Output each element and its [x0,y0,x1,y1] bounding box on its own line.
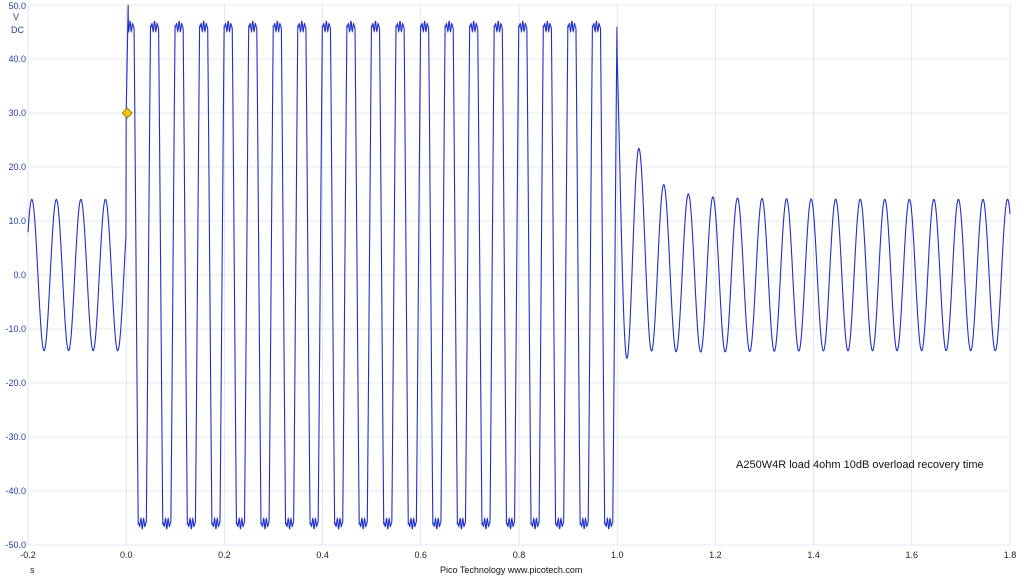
x-tick-label: 0.8 [513,550,526,560]
y-tick-label: -20.0 [5,378,26,388]
x-tick-label: -0.2 [20,550,36,560]
y-tick-label: 10.0 [8,216,26,226]
y-tick-label: 40.0 [8,54,26,64]
y-tick-label: 30.0 [8,108,26,118]
grid-lines [27,4,1011,546]
y-tick-label: -50.0 [5,540,26,550]
y-tick-labels: 50.0 40.0 30.0 20.0 10.0 0.0 -10.0 -20.0 -30.0 -4… [5,1,26,550]
y-unit-label: V [13,12,19,22]
x-tick-label: 0.0 [120,550,133,560]
x-tick-label: 0.6 [415,550,428,560]
x-tick-labels: -0.2 0.0 0.2 0.4 0.6 0.8 1.0 1.2 1.4 1.6 1.8 [20,550,1016,560]
y-coupling-label: DC [11,25,24,35]
trigger-marker[interactable] [121,107,133,119]
y-tick-label: 0.0 [13,270,26,280]
y-tick-label: 50.0 [8,1,26,11]
x-tick-label: 0.4 [316,550,329,560]
voltage-trace [27,4,1011,530]
x-tick-label: 1.4 [807,550,820,560]
x-tick-label: 1.6 [906,550,919,560]
x-tick-label: 0.2 [218,550,231,560]
x-tick-label: 1.0 [611,550,624,560]
x-tick-label: 1.2 [709,550,722,560]
footer-credit: Pico Technology www.picotech.com [440,565,582,575]
y-tick-label: -10.0 [5,324,26,334]
y-tick-label: -30.0 [5,432,26,442]
x-unit-label: s [30,565,35,575]
y-tick-label: -40.0 [5,486,26,496]
x-tick-label: 1.8 [1004,550,1017,560]
y-tick-label: 20.0 [8,162,26,172]
chart-annotation: A250W4R load 4ohm 10dB overload recovery… [736,459,984,471]
